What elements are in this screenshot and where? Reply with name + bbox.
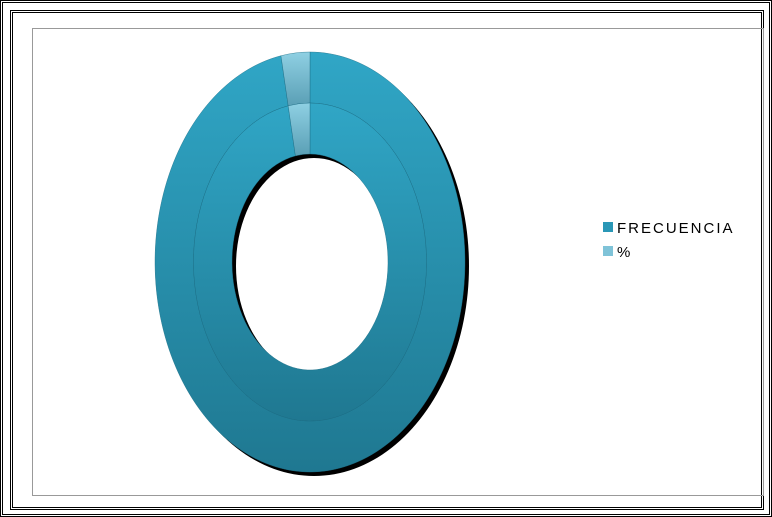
legend-swatch <box>603 222 613 232</box>
plot-border <box>32 28 764 496</box>
legend-swatch <box>603 246 613 256</box>
inner-frame <box>10 10 764 510</box>
doughnut-segment <box>287 102 311 157</box>
legend: FRECUENCIA% <box>603 218 743 266</box>
doughnut-segment <box>193 102 427 422</box>
legend-label: % <box>617 244 633 261</box>
legend-item: FRECUENCIA <box>603 218 743 240</box>
legend-label: FRECUENCIA <box>617 220 735 237</box>
legend-item: % <box>603 242 743 264</box>
